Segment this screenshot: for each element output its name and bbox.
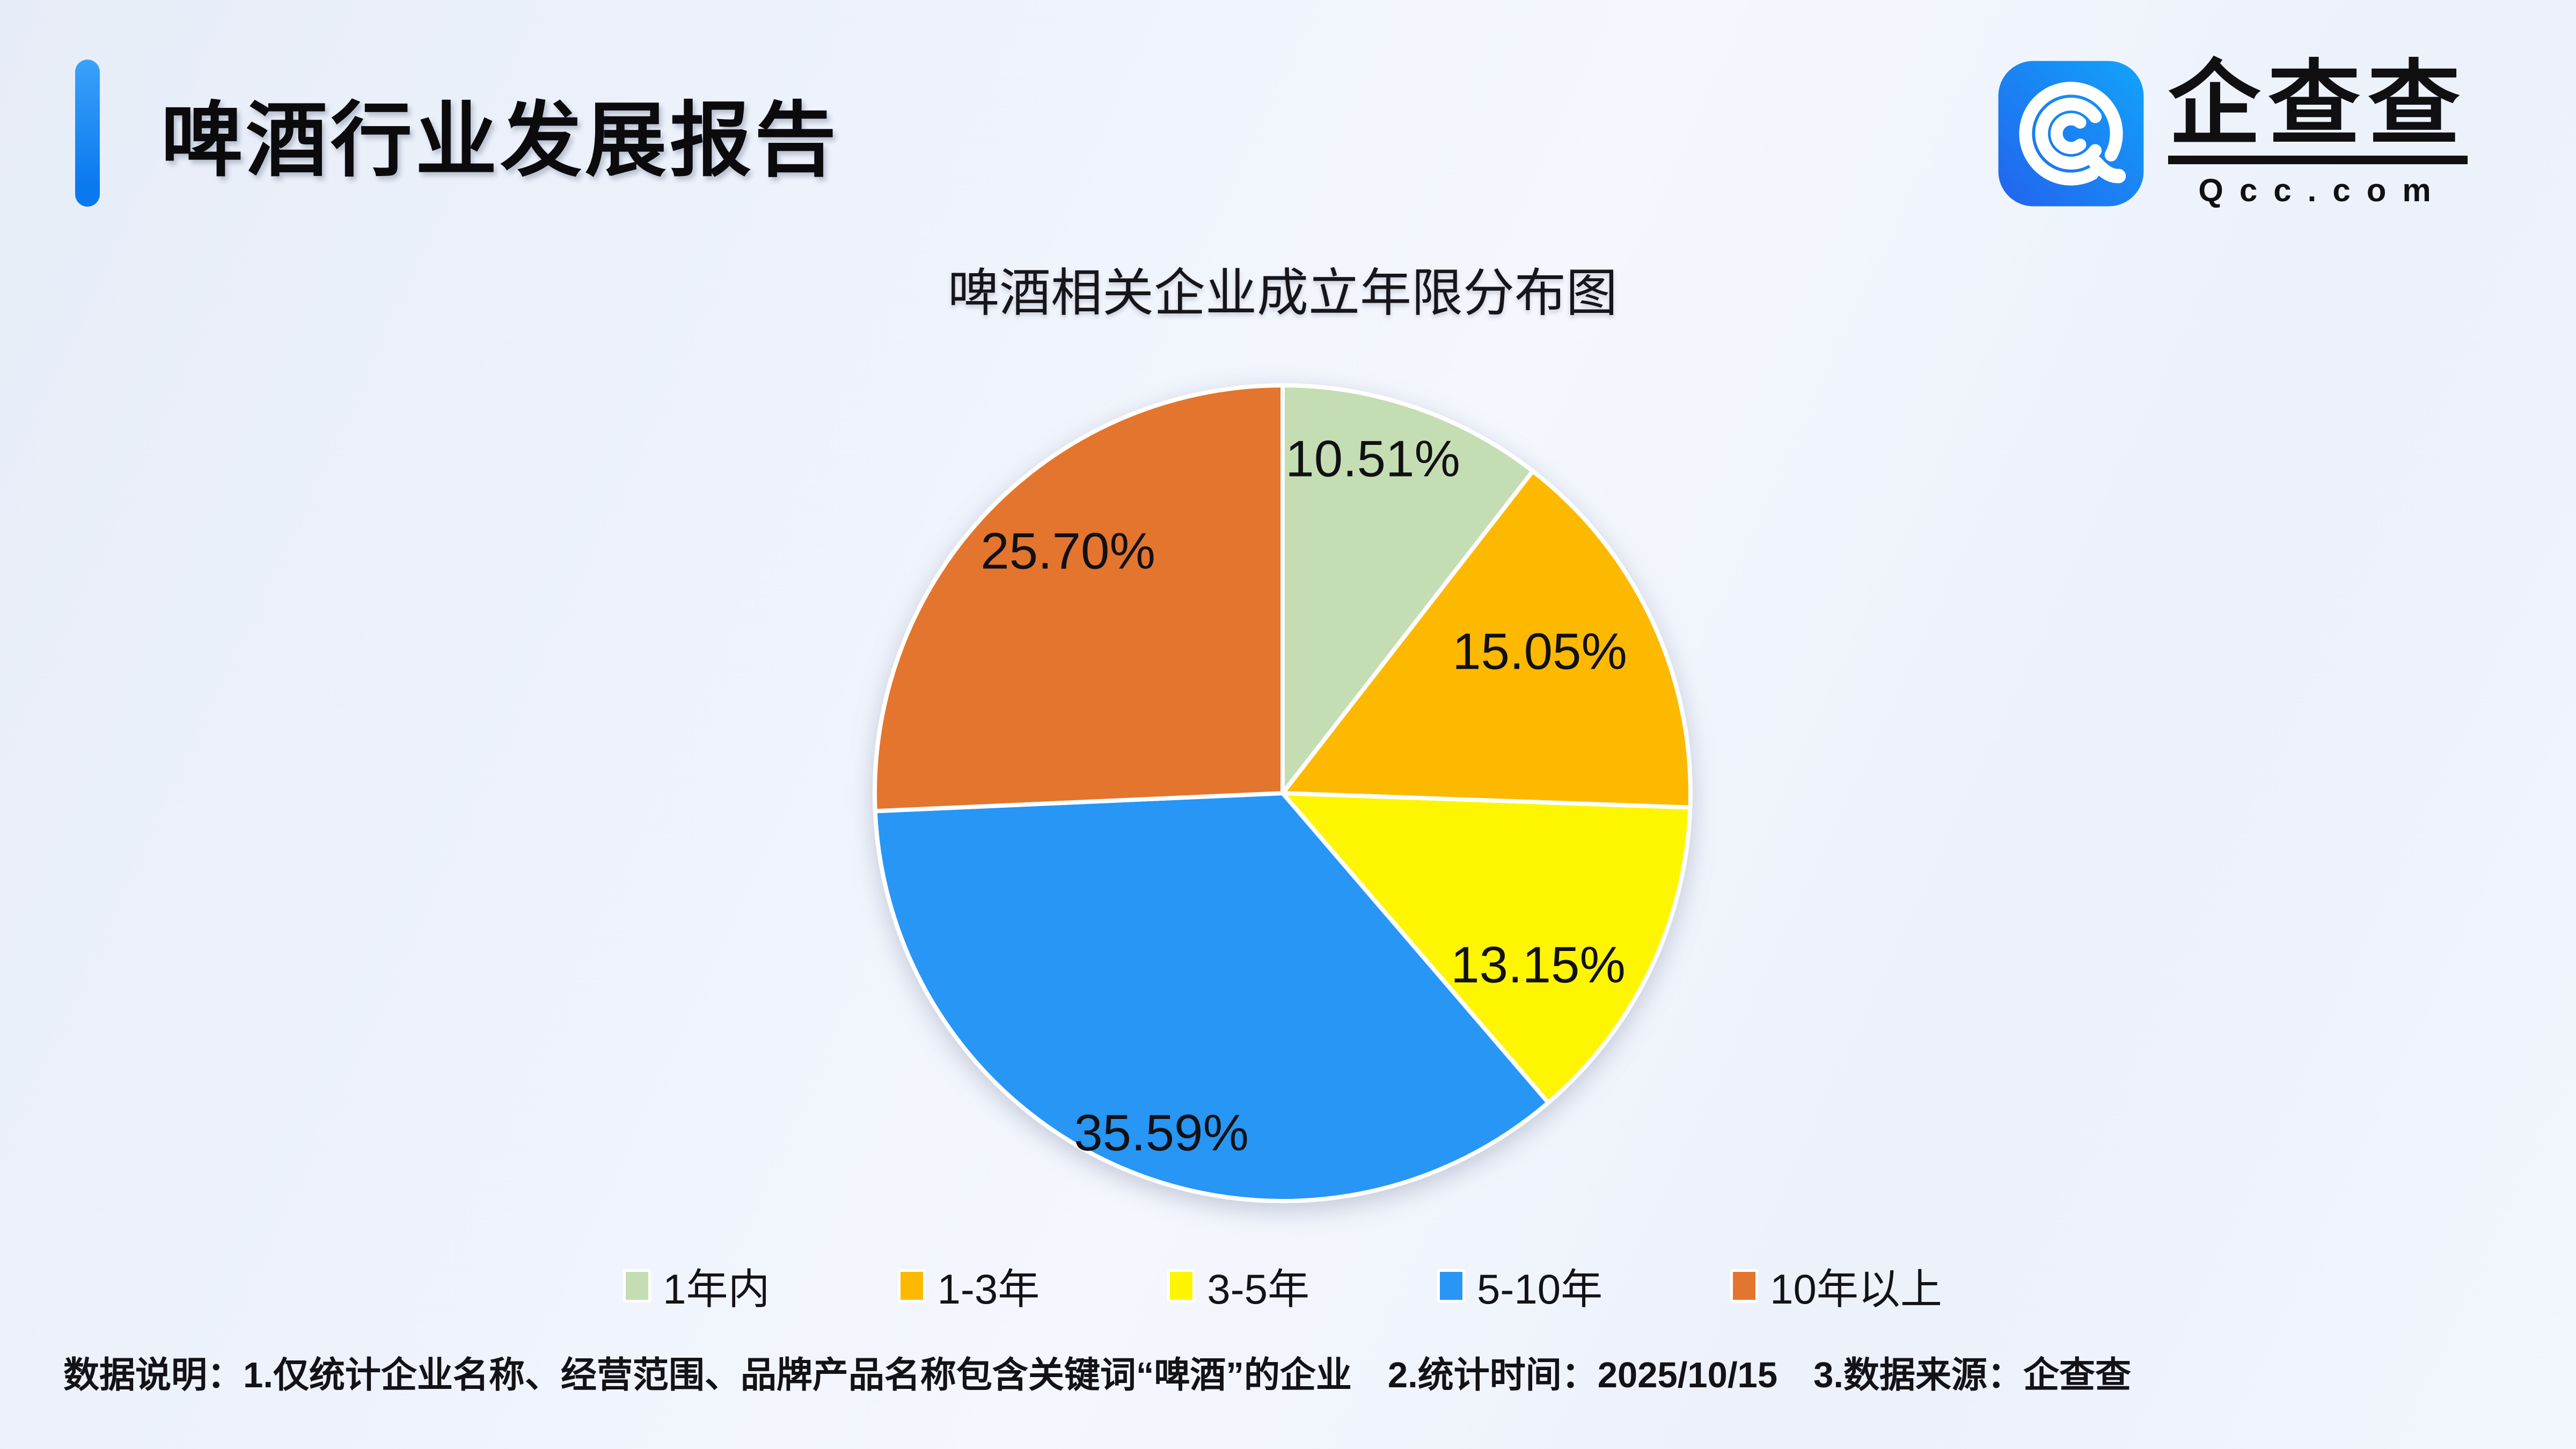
legend-label: 1年内	[663, 1265, 770, 1313]
qcc-logo: 企查查 Qcc.com	[1995, 58, 2468, 209]
legend-label: 5-10年	[1477, 1265, 1603, 1313]
legend-item-1-3years: 1-3年	[897, 1256, 1040, 1316]
legend-swatch-5-10years	[1437, 1269, 1465, 1302]
pie-slice-0	[1280, 383, 1535, 795]
logo-domain-text: Qcc.com	[2198, 172, 2447, 208]
pie-slice-percentage-label: 35.59%	[1074, 1104, 1249, 1162]
qcc-magnifier-icon	[1998, 61, 2144, 207]
legend-item-1year: 1年内	[623, 1256, 770, 1316]
chart-legend: 1年内 1-3年 3-5年 5-10年 10年以上	[0, 1256, 2565, 1316]
legend-item-3-5years: 3-5年	[1167, 1256, 1309, 1316]
pie-slice-percentage-label: 13.15%	[1451, 936, 1626, 994]
legend-label: 1-3年	[937, 1265, 1040, 1313]
legend-swatch-over10years	[1730, 1269, 1759, 1302]
pie-slice-percentage-label: 25.70%	[980, 523, 1155, 580]
report-header: 啤酒行业发展报告	[75, 59, 839, 207]
pie-chart: 10.51% 15.05% 13.15% 35.59% 25.70%	[873, 383, 1693, 1203]
logo-text-block: 企查查 Qcc.com	[2168, 58, 2468, 209]
title-accent-bar	[75, 60, 100, 207]
pie-slice-percentage-label: 10.51%	[1285, 430, 1460, 488]
legend-swatch-3-5years	[1167, 1269, 1196, 1302]
data-note: 数据说明：1.仅统计企业名称、经营范围、品牌产品名称包含关键词“啤酒”的企业 2…	[63, 1355, 2131, 1395]
legend-item-5-10years: 5-10年	[1437, 1256, 1602, 1316]
pie-slice-percentage-label: 15.05%	[1452, 623, 1627, 680]
pie-slice-3	[873, 791, 1550, 1203]
pie-slice-4	[873, 383, 1285, 814]
page-title: 啤酒行业发展报告	[161, 95, 839, 186]
legend-label: 10年以上	[1770, 1265, 1942, 1313]
legend-swatch-1-3years	[897, 1269, 926, 1302]
logo-brand-text: 企查查	[2168, 58, 2468, 164]
chart-title: 啤酒相关企业成立年限分布图	[948, 265, 1618, 322]
legend-swatch-1year	[623, 1269, 652, 1302]
pie-slice-1	[1280, 469, 1693, 810]
legend-item-over10years: 10年以上	[1730, 1256, 1942, 1316]
legend-label: 3-5年	[1207, 1265, 1309, 1313]
pie-slice-2	[1280, 791, 1693, 1105]
